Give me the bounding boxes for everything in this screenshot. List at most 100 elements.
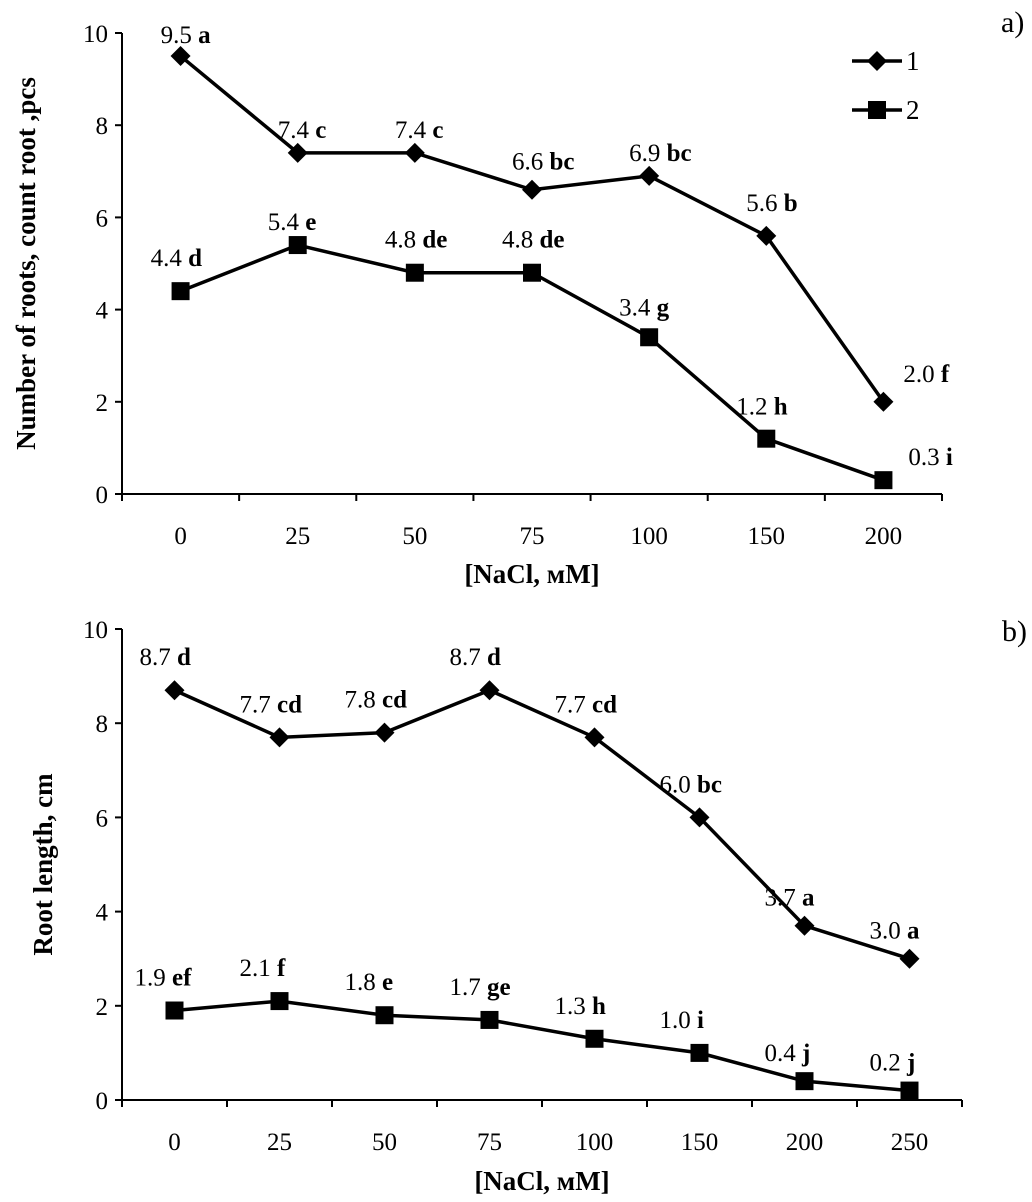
- series-1-data-label: 6.9 bc: [629, 140, 692, 167]
- data-label-value: 1.9: [135, 965, 166, 992]
- series-2-data-label: 0.3 i: [908, 444, 953, 471]
- series-2-point: [757, 429, 776, 448]
- series-1-data-label: 3.7 a: [765, 885, 816, 912]
- data-label-letter: bc: [550, 149, 575, 176]
- y-tick-label: 8: [96, 113, 109, 140]
- x-tick-label: 50: [372, 1129, 397, 1156]
- data-label-letter: j: [801, 1040, 810, 1067]
- series-2-point: [523, 263, 541, 282]
- series-2-data-label: 5.4 e: [268, 209, 317, 236]
- y-tick-label: 10: [83, 21, 108, 48]
- data-label-letter: f: [277, 955, 286, 982]
- series-2-point: [690, 1043, 709, 1062]
- series-1-point: [756, 225, 777, 246]
- y-axis-title: Number of roots, count root ,pcs: [11, 77, 41, 450]
- series-1-data-label: 8.7 d: [140, 644, 192, 671]
- series-2-point: [405, 263, 424, 282]
- data-label-letter: de: [422, 227, 447, 254]
- data-label-value: 8.7: [140, 644, 171, 671]
- data-label-value: 4.4: [151, 245, 183, 272]
- data-label-value: 2.0: [903, 361, 934, 388]
- series-1-point: [899, 948, 920, 969]
- series-2-point: [375, 1006, 394, 1025]
- y-tick-label: 4: [96, 900, 109, 927]
- data-label-letter: cd: [277, 691, 302, 718]
- x-tick-label: 200: [786, 1129, 824, 1156]
- data-label-value: 4.8: [385, 227, 416, 254]
- data-label-letter: h: [592, 993, 606, 1020]
- x-tick-label: 0: [174, 523, 187, 550]
- y-axis-title: Root length, cm: [28, 773, 58, 956]
- data-label-value: 7.7: [555, 691, 586, 718]
- y-tick-label: 0: [96, 482, 109, 509]
- data-label-letter: h: [774, 394, 788, 421]
- y-tick-label: 2: [96, 390, 109, 417]
- series-2-data-label: 1.2 h: [736, 394, 788, 421]
- series-2-data-label: 1.7 ge: [450, 974, 511, 1001]
- x-tick-label: 75: [477, 1129, 502, 1156]
- data-label-letter: cd: [592, 691, 617, 718]
- series-2-point: [900, 1081, 919, 1100]
- y-tick-label: 10: [83, 617, 108, 644]
- series-2-data-label: 1.9 ef: [135, 965, 193, 992]
- series-1-data-label: 7.7 cd: [240, 691, 303, 718]
- series-1-data-label: 5.6 b: [746, 190, 797, 217]
- data-label-value: 0.2: [870, 1050, 901, 1077]
- x-tick-label: 25: [285, 523, 310, 550]
- x-axis-title: [NaCl, мМ]: [464, 559, 599, 589]
- series-2-data-label: 2.1 f: [240, 955, 287, 982]
- data-label-letter: ge: [487, 974, 511, 1001]
- legend-marker-1: [867, 51, 887, 71]
- x-tick-label: 250: [891, 1129, 929, 1156]
- x-tick-label: 200: [865, 523, 903, 550]
- legend-label-2: 2: [906, 95, 920, 125]
- data-label-letter: c: [432, 117, 443, 144]
- data-label-value: 0.4: [765, 1040, 797, 1067]
- series-1-data-label: 7.8 cd: [345, 687, 408, 714]
- data-label-letter: d: [177, 644, 191, 671]
- x-axis-title: [NaCl, мМ]: [474, 1166, 609, 1196]
- data-label-value: 0.3: [908, 444, 939, 471]
- data-label-letter: a: [907, 918, 920, 945]
- data-label-value: 3.7: [765, 885, 796, 912]
- x-tick-label: 50: [402, 523, 427, 550]
- data-label-value: 3.0: [870, 918, 901, 945]
- data-label-letter: c: [315, 117, 326, 144]
- series-2-data-label: 0.2 j: [870, 1050, 916, 1077]
- data-label-value: 1.8: [345, 969, 376, 996]
- series-2-point: [171, 282, 190, 301]
- data-label-letter: a: [198, 22, 211, 49]
- series-1-data-label: 6.0 bc: [660, 771, 723, 798]
- series-2-line: [174, 999, 910, 1093]
- series-1-point: [689, 807, 710, 828]
- series-1-point: [164, 680, 185, 701]
- series-2-data-label: 1.3 h: [555, 993, 607, 1020]
- data-label-letter: e: [305, 209, 316, 236]
- series-2-data-label: 1.8 e: [345, 969, 394, 996]
- data-label-value: 7.4: [278, 117, 310, 144]
- data-label-value: 2.1: [240, 955, 271, 982]
- series-2-data-label: 1.0 i: [660, 1007, 705, 1034]
- series-2-point: [795, 1072, 814, 1091]
- series-2-point: [480, 1010, 499, 1029]
- series-1-point: [374, 722, 395, 743]
- data-label-letter: i: [946, 444, 953, 471]
- data-label-letter: e: [382, 969, 393, 996]
- data-label-letter: i: [697, 1007, 704, 1034]
- data-label-letter: de: [540, 227, 565, 254]
- data-label-letter: b: [784, 190, 798, 217]
- data-label-value: 5.4: [268, 209, 300, 236]
- data-label-value: 1.7: [450, 974, 481, 1001]
- data-label-letter: j: [906, 1050, 915, 1077]
- series-1-data-label: 2.0 f: [903, 361, 950, 388]
- panel-label: a): [1001, 6, 1024, 39]
- y-tick-label: 6: [96, 205, 109, 232]
- series-2-data-label: 4.8 de: [502, 227, 565, 254]
- series-1-line: [173, 688, 911, 961]
- y-tick-label: 6: [96, 805, 109, 832]
- legend-marker-2: [868, 101, 886, 119]
- data-label-letter: d: [188, 245, 202, 272]
- data-label-value: 7.8: [345, 687, 376, 714]
